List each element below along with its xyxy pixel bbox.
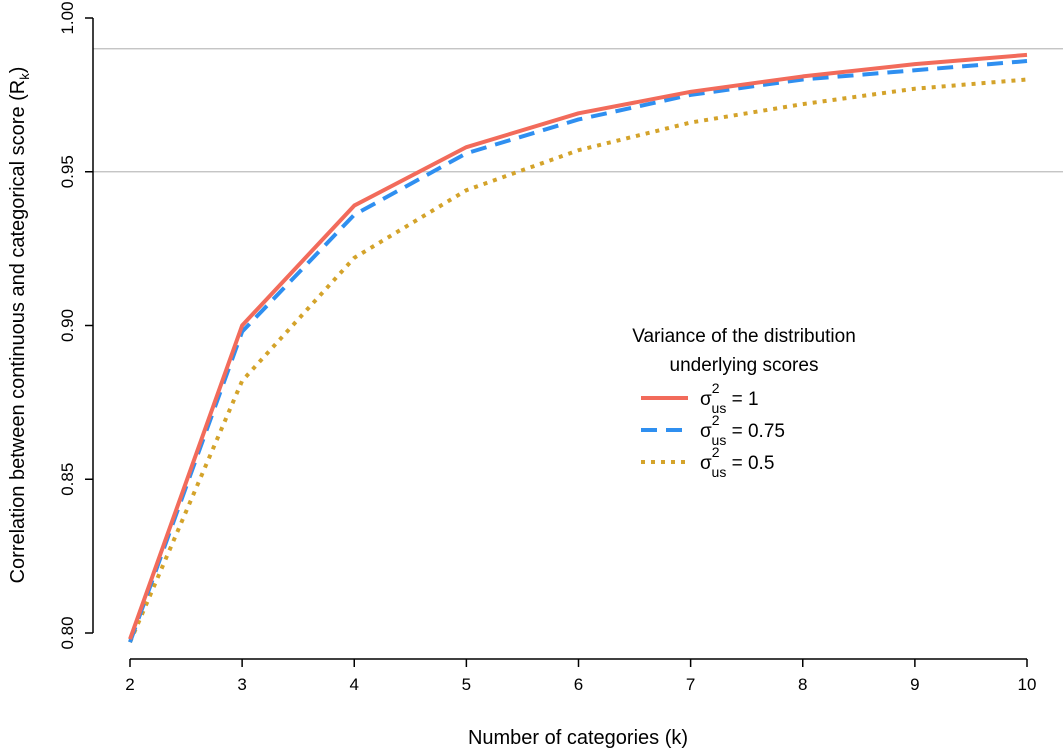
- y-axis-label: Correlation between continuous and categ…: [7, 67, 32, 584]
- x-axis-label: Number of categories (k): [468, 727, 688, 749]
- axes: 0.80 0.85 0.90 0.95 1.00 2 3 4 5 6 7 8 9 10: [58, 1, 1036, 694]
- x-tick-label: 2: [125, 675, 134, 694]
- legend-title-line-2: underlying scores: [670, 355, 819, 376]
- x-tick-label: 5: [462, 675, 471, 694]
- reference-lines: [93, 48, 1063, 173]
- legend-label: σ2 us = 0.75: [700, 412, 785, 448]
- series-line: [128, 77, 1028, 644]
- series-line: [128, 52, 1028, 640]
- x-tick-label: 7: [686, 675, 695, 694]
- y-ticks: 0.80 0.85 0.90 0.95 1.00: [58, 1, 93, 650]
- legend-title-line-1: Variance of the distribution: [632, 326, 856, 347]
- series-line: [128, 59, 1028, 643]
- x-tick-label: 10: [1018, 675, 1037, 694]
- legend-label: σ2 us = 1: [700, 380, 759, 416]
- y-tick-label: 0.95: [58, 155, 77, 188]
- y-tick-label: 0.85: [58, 463, 77, 496]
- y-axis-label-close: ): [7, 67, 29, 74]
- x-tick-label: 6: [574, 675, 583, 694]
- series-lines: [128, 52, 1028, 644]
- x-tick-label: 8: [798, 675, 807, 694]
- x-ticks: 2 3 4 5 6 7 8 9 10: [125, 659, 1036, 694]
- y-axis-label-sub: k: [17, 73, 32, 80]
- y-tick-label: 0.80: [58, 616, 77, 649]
- legend: Variance of the distribution underlying …: [632, 326, 856, 480]
- legend-label: σ2 us = 0.5: [700, 444, 774, 480]
- y-tick-label: 0.90: [58, 309, 77, 342]
- x-tick-label: 3: [237, 675, 246, 694]
- y-tick-label: 1.00: [58, 1, 77, 34]
- y-axis-label-main: Correlation between continuous and categ…: [7, 80, 29, 584]
- x-tick-label: 9: [910, 675, 919, 694]
- x-tick-label: 4: [350, 675, 359, 694]
